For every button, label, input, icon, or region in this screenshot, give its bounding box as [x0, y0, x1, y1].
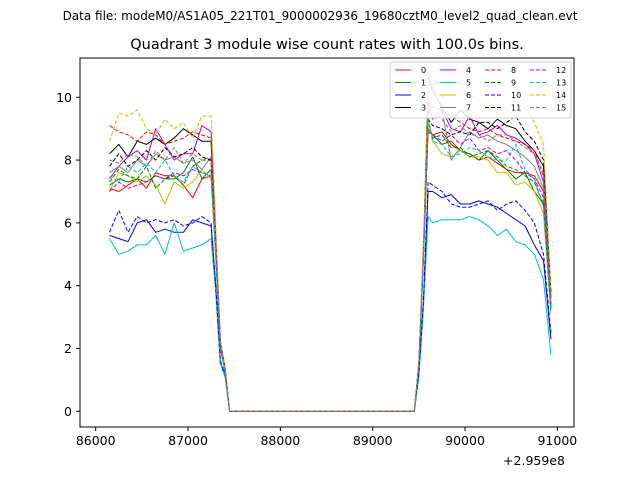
- legend-label: 3: [421, 104, 426, 113]
- y-tick-label: 0: [64, 404, 72, 419]
- y-tick-label: 6: [64, 215, 72, 230]
- chart-supertitle: Data file: modeM0/AS1A05_221T01_90000029…: [63, 9, 578, 23]
- legend-label: 13: [556, 79, 566, 88]
- legend-label: 0: [421, 66, 426, 75]
- x-tick-label: 91000: [537, 433, 577, 448]
- series-line-2: [109, 191, 552, 412]
- series-line-15: [109, 112, 552, 412]
- legend-label: 1: [421, 79, 426, 88]
- series-line-6: [109, 115, 552, 412]
- legend-label: 12: [556, 66, 566, 75]
- series-line-7: [109, 74, 552, 412]
- legend-label: 15: [556, 104, 566, 113]
- series-line-9: [109, 121, 552, 412]
- x-tick-label: 90000: [445, 433, 485, 448]
- legend-label: 5: [466, 79, 471, 88]
- legend-label: 11: [511, 104, 521, 113]
- series-line-3: [109, 77, 552, 412]
- series-line-8: [109, 106, 552, 412]
- series-line-11: [109, 115, 552, 412]
- x-tick-label: 87000: [168, 433, 208, 448]
- y-tick-label: 2: [64, 341, 72, 356]
- legend-label: 4: [466, 66, 471, 75]
- legend-label: 8: [511, 66, 516, 75]
- series-line-13: [109, 118, 552, 412]
- series-line-12: [109, 128, 552, 412]
- legend-box: [389, 61, 572, 119]
- plot-frame: [79, 57, 575, 428]
- x-tick-label: 89000: [353, 433, 393, 448]
- legend-label: 9: [511, 79, 516, 88]
- chart-title: Quadrant 3 module wise count rates with …: [130, 37, 524, 53]
- series-layer: [109, 74, 552, 412]
- x-tick-label: 86000: [76, 433, 116, 448]
- y-tick-label: 8: [64, 153, 72, 168]
- legend-label: 6: [466, 91, 471, 100]
- y-tick-label: 4: [64, 278, 72, 293]
- x-tick-label: 88000: [260, 433, 300, 448]
- series-line-10: [109, 181, 552, 412]
- legend-label: 14: [556, 91, 566, 100]
- y-tick-label: 10: [56, 90, 72, 105]
- series-line-0: [109, 131, 552, 412]
- x-axis-offset-label: +2.959e8: [503, 453, 565, 468]
- series-line-14: [109, 81, 552, 412]
- series-line-1: [109, 128, 552, 412]
- legend-label: 2: [421, 91, 426, 100]
- axis-ticks: 86000 87000 88000 89000 90000 91000 0 2 4 6 8 10: [56, 90, 577, 448]
- series-line-5: [109, 216, 552, 412]
- series-line-4: [109, 99, 552, 412]
- legend-label: 7: [466, 104, 471, 113]
- legend-label: 10: [511, 91, 521, 100]
